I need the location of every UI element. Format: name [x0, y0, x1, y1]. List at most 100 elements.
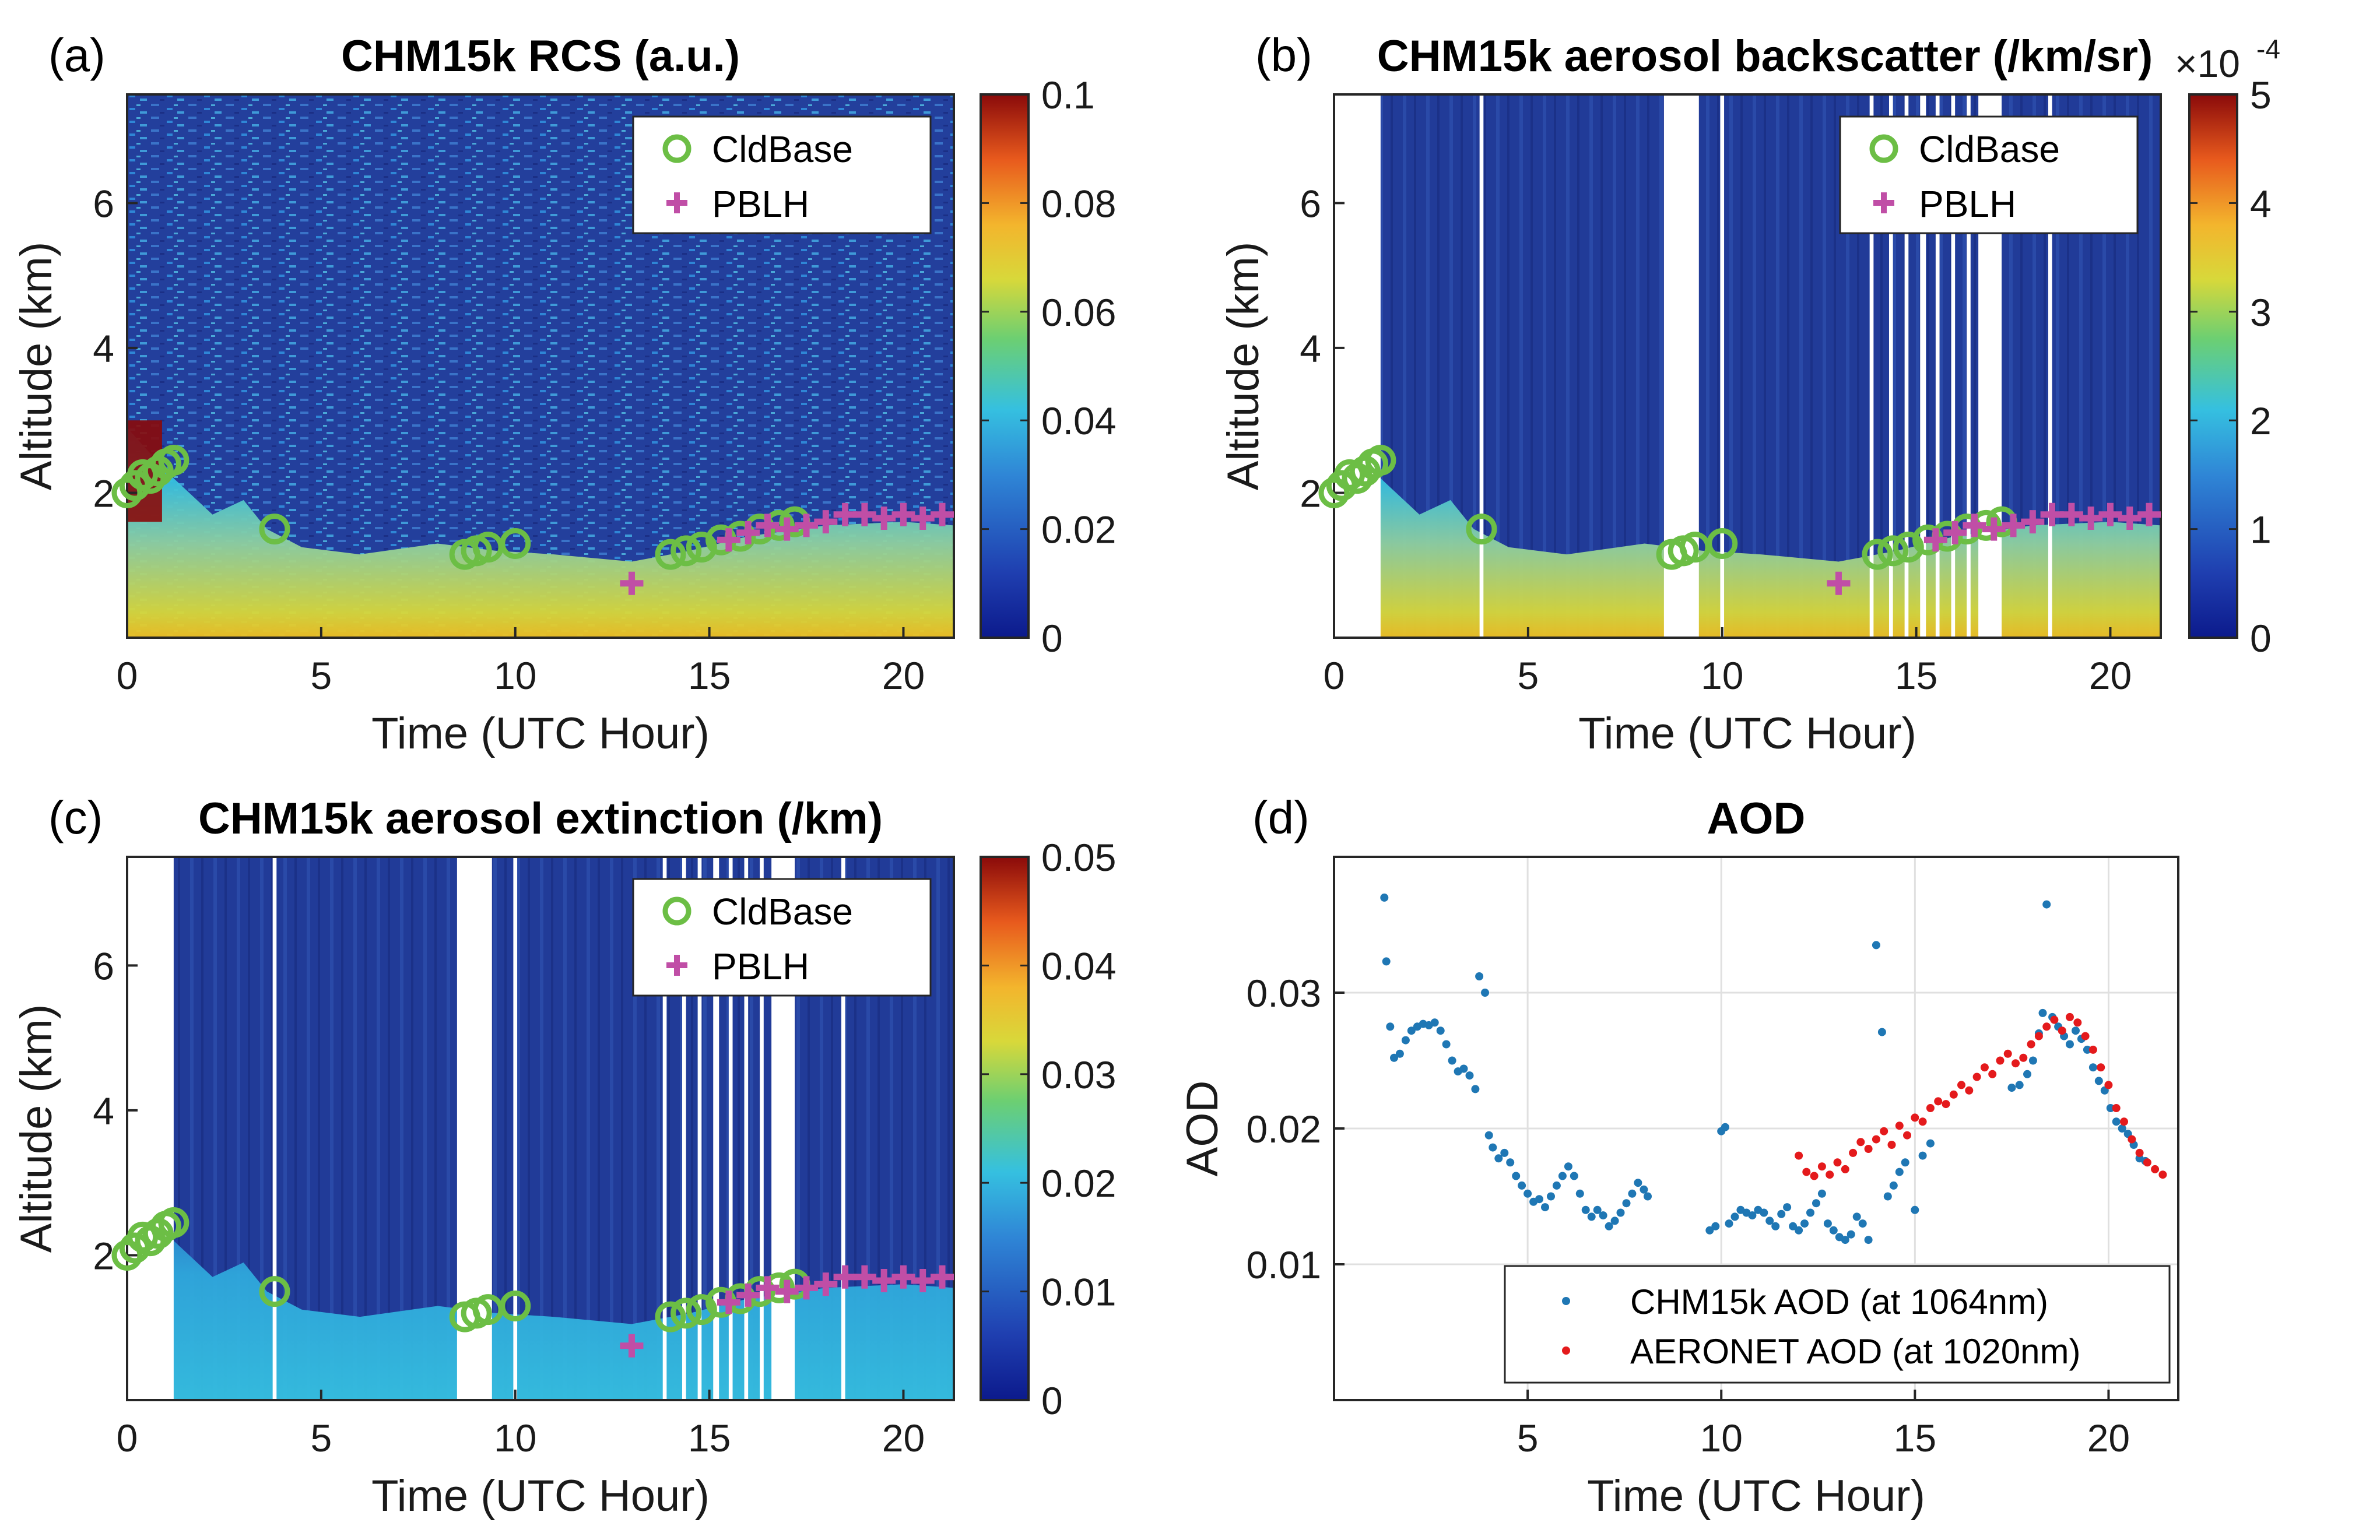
aeronet-aod-point	[1949, 1090, 1958, 1099]
chm15k-aod-point	[2106, 1104, 2115, 1112]
chm15k-aod-point	[1512, 1172, 1521, 1180]
pblh-marker	[1923, 528, 1947, 552]
legend-entry: PBLH	[712, 945, 809, 987]
aeronet-aod-point	[2073, 1018, 2082, 1027]
y-tick-label: 0.03	[1247, 972, 1321, 1015]
pblh-marker	[852, 502, 876, 526]
aeronet-aod-point	[2058, 1026, 2066, 1035]
chm15k-aod-point	[1783, 1203, 1792, 1212]
chm15k-aod-point	[1575, 1189, 1584, 1198]
cloud-base-marker	[671, 1298, 702, 1329]
aeronet-aod-point	[2097, 1063, 2105, 1072]
legend-cloud-base-symbol	[662, 134, 691, 163]
cloud-base-marker	[655, 1301, 686, 1332]
pblh-marker	[872, 506, 896, 530]
pblh-marker	[1827, 571, 1851, 595]
aeronet-aod-point	[2112, 1104, 2121, 1112]
pblh-marker	[931, 502, 954, 526]
colorbar-tick-label: 0.06	[1041, 291, 1116, 334]
colorbar-tick-label: 4	[2250, 182, 2272, 225]
legend-pblh-symbol	[666, 192, 687, 213]
chm15k-aod-point	[2118, 1124, 2126, 1133]
aeronet-aod-point	[1872, 1135, 1880, 1144]
aeronet-aod-point	[1826, 1170, 1834, 1179]
pblh-marker	[2137, 502, 2161, 526]
chm15k-aod-point	[1500, 1148, 1509, 1157]
x-tick-label: 15	[688, 654, 731, 697]
data-gap-5	[682, 857, 686, 1400]
pblh-marker	[931, 1265, 954, 1289]
data-gap-3	[1720, 94, 1725, 638]
data-gap-0	[1334, 94, 1381, 638]
x-tick-label: 20	[2087, 1416, 2130, 1460]
colorbar-tick-label: 0	[2250, 617, 2272, 660]
chm15k-aod-point	[1570, 1172, 1578, 1180]
pblh-marker	[775, 517, 799, 541]
chm15k-aod-point	[1858, 1219, 1867, 1228]
chm15k-aod-point	[1883, 1192, 1892, 1201]
data-gap-7	[713, 857, 719, 1400]
pblh-marker	[2118, 506, 2142, 530]
cloud-base-marker	[111, 477, 143, 508]
aeronet-aod-point	[1965, 1086, 1974, 1095]
cloud-base-marker	[1893, 532, 1924, 563]
y-tick-label: 0.01	[1247, 1243, 1321, 1286]
colorbar-tick-label: 3	[2250, 291, 2272, 334]
chm15k-aod-point	[1465, 1071, 1474, 1080]
aeronet-aod-point	[1957, 1081, 1965, 1089]
chm15k-aod-point	[2015, 1081, 2024, 1089]
data-gap-12	[841, 857, 845, 1400]
chm15k-aod-point	[1436, 1026, 1445, 1035]
legend-marker	[1562, 1346, 1570, 1355]
chm15k-aod-point	[1471, 1085, 1480, 1094]
chm15k-aod-point	[2066, 1040, 2074, 1049]
chm15k-aod-point	[1806, 1208, 1814, 1217]
data-gap-5	[1888, 94, 1893, 638]
aeronet-aod-point	[2027, 1040, 2035, 1049]
pblh-marker	[775, 1279, 799, 1303]
y-tick-label: 6	[93, 944, 114, 987]
pblh-marker	[814, 510, 838, 534]
chm15k-aod-point	[1760, 1208, 1768, 1217]
aeronet-aod-point	[1810, 1172, 1819, 1180]
chm15k-aod-point	[2094, 1077, 2103, 1085]
chm15k-aod-point	[1390, 1053, 1398, 1062]
x-tick-label: 10	[494, 654, 536, 697]
pblh-marker	[2079, 506, 2103, 530]
cloud-base-marker	[259, 1276, 290, 1307]
chm15k-aod-point	[1459, 1064, 1468, 1073]
chm15k-aod-point	[1777, 1210, 1786, 1218]
colorbar-tick-label: 0.08	[1041, 182, 1116, 225]
x-tick-label: 5	[1517, 1416, 1539, 1460]
aeronet-aod-point	[2104, 1081, 2113, 1089]
panel-label: (b)	[1255, 29, 1312, 81]
panel-title: CHM15k aerosol backscatter (/km/sr)	[1377, 31, 2153, 81]
chm15k-aod-point	[1386, 1022, 1395, 1031]
colorbar-tick-label: 0	[1041, 1379, 1063, 1422]
data-gap-10	[1967, 94, 1971, 638]
legend-entry: PBLH	[1919, 183, 2016, 225]
chm15k-aod-point	[1524, 1189, 1532, 1198]
aeronet-aod-point	[1802, 1168, 1811, 1176]
pblh-marker	[2021, 510, 2045, 534]
cloud-base-marker	[671, 535, 702, 567]
y-axis-label: Altitude (km)	[12, 1004, 61, 1253]
axes-box	[126, 93, 955, 639]
aeronet-aod-point	[1849, 1148, 1858, 1157]
data-gap-4	[1869, 94, 1874, 638]
chm15k-aod-point	[1494, 1154, 1503, 1163]
aeronet-aod-point	[1795, 1151, 1803, 1160]
pblh-marker	[795, 1276, 819, 1300]
data-gap-1	[272, 857, 277, 1400]
legend-cloud-base-symbol	[1869, 134, 1898, 163]
pblh-marker	[717, 1291, 740, 1314]
aeronet-aod-point	[1996, 1056, 2005, 1065]
chm15k-aod-point	[1771, 1222, 1780, 1230]
cloud-base-marker	[158, 445, 189, 476]
chm15k-aod-point	[1800, 1219, 1809, 1228]
chm15k-aod-point	[1889, 1181, 1898, 1190]
cloud-base-marker	[1877, 535, 1909, 567]
x-tick-label: 15	[688, 1416, 731, 1460]
chm15k-aod-point	[2038, 1008, 2047, 1017]
